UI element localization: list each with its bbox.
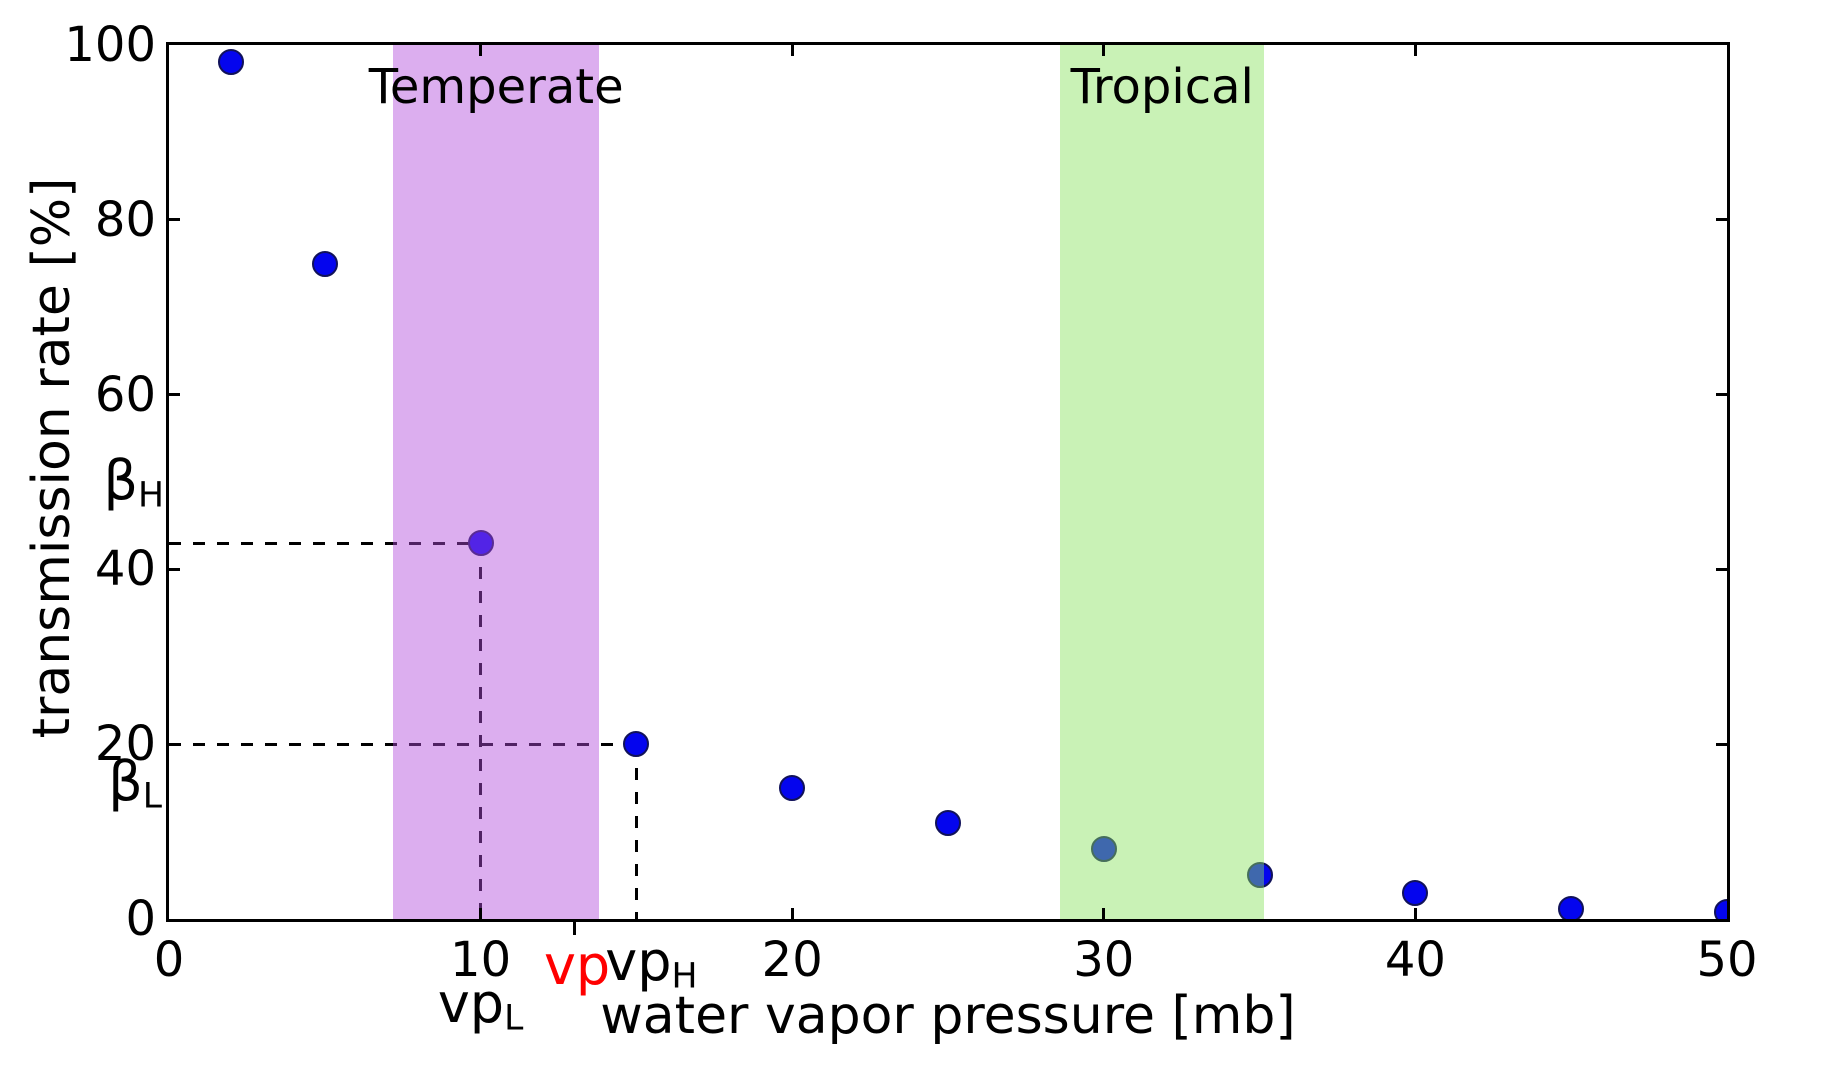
y-tick-label: 0 xyxy=(125,891,156,947)
x-axis-title: water vapor pressure [mb] xyxy=(600,986,1296,1046)
x-tick-label: 20 xyxy=(761,932,823,988)
y-tick-right xyxy=(1716,393,1727,397)
data-point xyxy=(218,49,245,76)
y-tick-label: 100 xyxy=(64,17,156,73)
y-tick-left xyxy=(169,742,180,746)
axis-ticks-layer xyxy=(169,45,1727,919)
vp-h-text: vp xyxy=(605,930,672,993)
data-point xyxy=(1402,879,1429,906)
dashed-line-v-2 xyxy=(479,543,483,919)
y-axis-title: transmission rate [%] xyxy=(22,177,82,739)
y-tick-label: 80 xyxy=(94,191,156,248)
data-point xyxy=(1090,836,1117,863)
data-point xyxy=(1558,895,1585,919)
x-tick-label: 40 xyxy=(1384,932,1446,988)
band-label-temperate: Temperate xyxy=(368,59,624,115)
vp-text: vp xyxy=(543,934,611,997)
x-tick-bottom xyxy=(1413,908,1417,919)
data-points-layer xyxy=(169,45,1727,919)
x-tick-bottom xyxy=(479,908,483,919)
beta-l-subscript: L xyxy=(142,776,162,817)
y-tick-right xyxy=(1716,567,1727,571)
vp-l-text: vp xyxy=(437,972,505,1035)
vp-label: vp xyxy=(544,936,610,995)
data-point xyxy=(935,809,961,836)
vp-l-subscript: L xyxy=(504,998,524,1039)
band-labels-layer: Temperate Tropical xyxy=(169,45,1727,919)
y-tick-left xyxy=(169,218,180,222)
x-tick-bottom xyxy=(1102,908,1106,919)
data-point xyxy=(467,530,494,557)
x-tick-top xyxy=(479,45,483,56)
x-tick-bottom xyxy=(790,908,794,919)
vp-h-subscript: H xyxy=(671,956,698,997)
data-point xyxy=(779,774,806,801)
y-tick-right xyxy=(1716,742,1727,746)
x-tick-label: 10 xyxy=(450,932,512,988)
x-tick-label: 50 xyxy=(1696,932,1758,988)
vp-l-label: vpL xyxy=(438,974,523,1038)
y-tick-left xyxy=(169,567,180,571)
band-label-tropical: Tropical xyxy=(1070,59,1254,115)
data-point xyxy=(1246,862,1273,889)
y-tick-label: 20 xyxy=(94,716,156,773)
data-point xyxy=(311,250,338,277)
x-tick-top xyxy=(1102,45,1106,56)
dashed-line-h-1 xyxy=(169,742,637,746)
y-tick-label: 60 xyxy=(94,366,156,423)
data-point xyxy=(623,731,650,758)
x-tick-label: 30 xyxy=(1073,932,1135,988)
vp-axis-tick xyxy=(572,922,576,935)
dashed-lines-layer xyxy=(169,45,1727,919)
beta-h-text: β xyxy=(103,449,139,513)
beta-h-label: βH xyxy=(104,451,164,515)
data-point xyxy=(1714,899,1727,919)
y-tick-left xyxy=(169,393,180,397)
dashed-line-h-0 xyxy=(169,541,481,545)
beta-l-text: β xyxy=(108,750,143,814)
beta-l-label: βL xyxy=(108,752,162,816)
plot-area: Temperate Tropical xyxy=(166,42,1730,922)
x-tick-top xyxy=(790,45,794,56)
x-tick-label: 0 xyxy=(153,932,185,988)
y-tick-right xyxy=(1716,218,1727,222)
x-tick-top xyxy=(1413,45,1417,56)
beta-h-subscript: H xyxy=(138,475,164,516)
vp-h-label: vpH xyxy=(605,932,697,996)
y-tick-label: 40 xyxy=(94,541,156,598)
dashed-line-v-3 xyxy=(634,744,638,919)
